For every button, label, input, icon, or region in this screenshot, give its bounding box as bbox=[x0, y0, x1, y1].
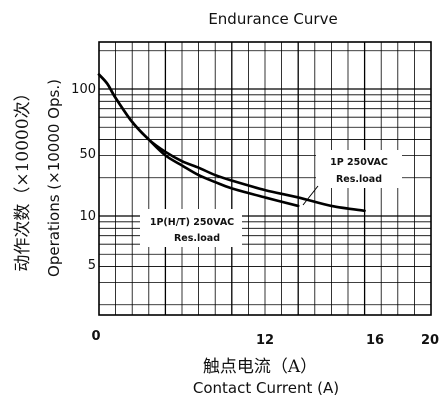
chart-title: Endurance Curve bbox=[208, 10, 337, 28]
annotation-1p-ht-250vac: 1P(H/T) 250VAC Res.load bbox=[140, 209, 242, 247]
x-axis-label: Contact Current (A) bbox=[193, 379, 339, 397]
x-tick-labels: 0 12 16 20 bbox=[91, 329, 439, 348]
annotation-1p-250vac: 1P 250VAC Res.load bbox=[302, 150, 402, 206]
plot-frame bbox=[98, 41, 432, 316]
y-axis-label: Operations (×10000 Ops.) bbox=[45, 79, 63, 277]
y-tick-label: 10 bbox=[79, 209, 96, 224]
y-axis-label-cn: 动作次数（×10000次） bbox=[13, 84, 33, 271]
y-tick-label: 50 bbox=[79, 147, 96, 162]
y-tick-labels: 100 50 10 5 bbox=[71, 82, 96, 273]
series-line-1p-ht-250vac bbox=[97, 73, 300, 208]
x-tick-label: 20 bbox=[421, 333, 439, 348]
series-curves bbox=[97, 73, 366, 213]
x-tick-label: 12 bbox=[256, 333, 274, 348]
annotation-1p-line1: 1P 250VAC bbox=[330, 157, 388, 168]
x-axis-label-cn: 触点电流（A） bbox=[203, 357, 317, 377]
x-tick-label: 0 bbox=[91, 329, 100, 344]
y-tick-label: 5 bbox=[88, 258, 96, 273]
y-tick-label: 100 bbox=[71, 82, 96, 97]
x-tick-label: 16 bbox=[366, 333, 384, 348]
annotation-1pht-line2: Res.load bbox=[174, 233, 220, 244]
annotation-1pht-line1: 1P(H/T) 250VAC bbox=[150, 217, 234, 228]
annotation-1p-line2: Res.load bbox=[336, 174, 382, 185]
